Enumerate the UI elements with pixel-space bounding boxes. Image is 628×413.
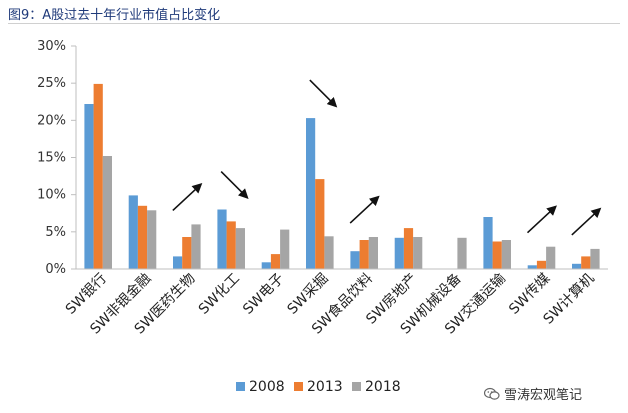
bar-2008-2	[173, 256, 183, 269]
bar-2018-6	[368, 237, 378, 269]
bar-2013-3	[226, 221, 236, 269]
legend-swatch-2008	[236, 382, 245, 391]
bar-2008-5	[306, 118, 316, 269]
bar-2018-2	[191, 224, 201, 269]
y-tick-label: 5%	[45, 225, 66, 240]
bar-2013-10	[536, 260, 547, 269]
bar-2013-1	[137, 205, 148, 269]
bars	[84, 83, 600, 270]
trend-arrow-up	[349, 195, 380, 224]
bar-2013-5	[315, 179, 325, 269]
bar-2018-1	[147, 210, 157, 269]
bar-2008-3	[217, 209, 227, 269]
legend-label: 2018	[365, 379, 401, 395]
y-tick-label: 20%	[37, 113, 66, 128]
y-axis: 0% 5% 10% 15% 20% 25% 30%	[37, 39, 77, 277]
bar-2013-9	[492, 241, 502, 269]
bar-2008-6	[350, 251, 360, 269]
trend-arrow-up	[172, 183, 203, 211]
bar-2018-9	[501, 240, 511, 269]
bar-2018-10	[546, 246, 556, 269]
bar-2008-4	[261, 262, 271, 269]
bar-2018-11	[590, 248, 600, 269]
y-tick-label: 30%	[37, 39, 66, 54]
trend-arrow-up	[526, 205, 557, 234]
legend-label: 2013	[307, 379, 343, 395]
chart-title: 图9：A股过去十年行业市值占比变化	[8, 8, 221, 23]
bar-2013-2	[182, 237, 192, 269]
bar-2008-11	[572, 263, 582, 269]
title-divider	[8, 23, 620, 24]
bar-2018-8	[457, 237, 467, 269]
legend-label: 2008	[249, 379, 285, 395]
bar-2008-0	[84, 104, 94, 269]
bar-2013-4	[270, 254, 281, 269]
x-tick-label: SW化工	[196, 271, 243, 318]
bar-2008-7	[394, 237, 404, 269]
bar-2013-6	[359, 240, 369, 269]
bar-2013-7	[403, 228, 414, 269]
bar-2018-4	[280, 229, 290, 269]
y-tick-label: 25%	[37, 76, 66, 91]
watermark: 雪涛宏观笔记	[484, 384, 582, 403]
y-tick-label: 15%	[37, 151, 66, 166]
bar-2018-7	[413, 237, 423, 269]
bar-2018-3	[235, 228, 245, 269]
trend-arrows	[172, 79, 602, 236]
bar-2008-9	[483, 217, 493, 269]
bar-2013-0	[93, 83, 103, 270]
legend-swatch-2018	[352, 382, 361, 391]
trend-arrow-down	[309, 79, 338, 108]
bar-2018-5	[324, 236, 334, 269]
wechat-icon	[484, 387, 500, 400]
x-axis: SW银行SW非银金融SW医药生物SW化工SW电子SW采掘SW食品饮料SW房地产S…	[63, 268, 608, 338]
x-tick-label: SW电子	[240, 271, 287, 318]
legend-swatch-2013	[294, 382, 303, 391]
y-tick-label: 0%	[45, 262, 66, 277]
watermark-text: 雪涛宏观笔记	[504, 388, 583, 403]
trend-arrow-up	[571, 207, 602, 236]
bar-2013-11	[581, 256, 591, 269]
y-tick-label: 10%	[37, 188, 66, 203]
trend-arrow-down	[220, 170, 249, 199]
bar-2018-0	[102, 156, 112, 269]
legend: 2008 2013 2018	[236, 379, 401, 395]
bar-2008-10	[527, 265, 537, 269]
bar-2008-1	[128, 195, 138, 269]
